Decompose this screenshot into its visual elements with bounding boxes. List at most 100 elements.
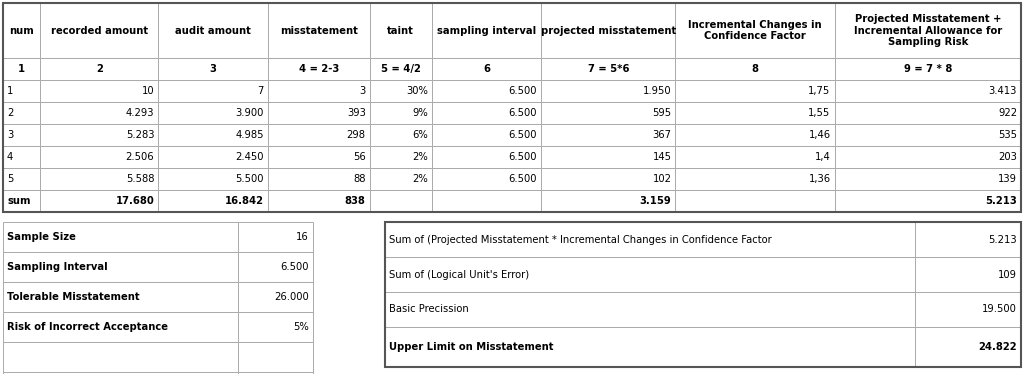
Bar [3, 58, 40, 80]
Text: 6.500: 6.500 [281, 262, 309, 272]
Text: 6.500: 6.500 [509, 108, 538, 118]
Text: 109: 109 [998, 270, 1017, 279]
Text: 30%: 30% [406, 86, 428, 96]
Text: Incremental Changes in
Confidence Factor: Incremental Changes in Confidence Factor [688, 20, 822, 41]
Bar [676, 3, 835, 58]
Text: 3.413: 3.413 [988, 86, 1017, 96]
Text: 9 = 7 * 8: 9 = 7 * 8 [903, 64, 952, 74]
Text: 5 = 4/2: 5 = 4/2 [381, 64, 421, 74]
Text: 595: 595 [652, 108, 672, 118]
Text: 367: 367 [652, 130, 672, 140]
Text: sum: sum [7, 196, 31, 206]
Text: 6.500: 6.500 [509, 86, 538, 96]
Bar [385, 222, 915, 257]
Text: 1: 1 [18, 64, 26, 74]
Bar [267, 3, 370, 58]
Bar [238, 252, 313, 282]
Text: num: num [9, 25, 34, 36]
Bar [3, 124, 40, 146]
Text: 535: 535 [998, 130, 1017, 140]
Text: 2%: 2% [412, 152, 428, 162]
Text: Projected Misstatement +
Incremental Allowance for
Sampling Risk: Projected Misstatement + Incremental All… [854, 14, 1001, 47]
Text: 5.588: 5.588 [126, 174, 155, 184]
Bar [267, 80, 370, 102]
Bar [40, 3, 159, 58]
Bar [835, 3, 1021, 58]
Bar [835, 146, 1021, 168]
Text: Sum of (Logical Unit's Error): Sum of (Logical Unit's Error) [389, 270, 529, 279]
Text: sampling interval: sampling interval [437, 25, 537, 36]
Text: Risk of Incorrect Acceptance: Risk of Incorrect Acceptance [7, 322, 168, 332]
Text: 5.213: 5.213 [988, 234, 1017, 245]
Bar [915, 292, 1021, 327]
Text: 1: 1 [7, 86, 13, 96]
Bar [3, 102, 40, 124]
Text: 6.500: 6.500 [509, 130, 538, 140]
Text: 145: 145 [652, 152, 672, 162]
Text: 3: 3 [210, 64, 216, 74]
Bar [238, 372, 313, 374]
Bar [3, 3, 1021, 212]
Bar [432, 58, 542, 80]
Bar [542, 190, 676, 212]
Text: 2: 2 [96, 64, 102, 74]
Text: Tolerable Misstatement: Tolerable Misstatement [7, 292, 139, 302]
Bar [159, 80, 267, 102]
Text: 2.506: 2.506 [126, 152, 155, 162]
Bar [915, 222, 1021, 257]
Text: 4.985: 4.985 [236, 130, 264, 140]
Text: 102: 102 [652, 174, 672, 184]
Text: 3: 3 [359, 86, 366, 96]
Text: 88: 88 [353, 174, 366, 184]
Bar [676, 168, 835, 190]
Bar [3, 282, 238, 312]
Bar [159, 102, 267, 124]
Bar [267, 190, 370, 212]
Bar [238, 312, 313, 342]
Text: 19.500: 19.500 [982, 304, 1017, 315]
Text: 203: 203 [998, 152, 1017, 162]
Text: 9%: 9% [412, 108, 428, 118]
Text: 3: 3 [7, 130, 13, 140]
Bar [676, 58, 835, 80]
Bar [835, 102, 1021, 124]
Text: 1,75: 1,75 [808, 86, 830, 96]
Bar [40, 80, 159, 102]
Bar [238, 342, 313, 372]
Bar [3, 190, 40, 212]
Text: 5.283: 5.283 [126, 130, 155, 140]
Bar [542, 3, 676, 58]
Bar [3, 222, 238, 252]
Bar [542, 80, 676, 102]
Text: 1,36: 1,36 [808, 174, 830, 184]
Bar [370, 124, 432, 146]
Bar [676, 190, 835, 212]
Bar [835, 80, 1021, 102]
Bar [267, 124, 370, 146]
Text: Sample Size: Sample Size [7, 232, 76, 242]
Bar [370, 102, 432, 124]
Bar [267, 102, 370, 124]
Bar [676, 124, 835, 146]
Text: 922: 922 [997, 108, 1017, 118]
Text: 56: 56 [353, 152, 366, 162]
Bar [159, 124, 267, 146]
Text: 5%: 5% [293, 322, 309, 332]
Text: recorded amount: recorded amount [51, 25, 147, 36]
Text: Basic Precission: Basic Precission [389, 304, 469, 315]
Text: projected misstatement: projected misstatement [541, 25, 676, 36]
Bar [915, 327, 1021, 367]
Text: 5.213: 5.213 [985, 196, 1017, 206]
Bar [3, 312, 238, 342]
Text: 4: 4 [7, 152, 13, 162]
Bar [835, 168, 1021, 190]
Text: Upper Limit on Misstatement: Upper Limit on Misstatement [389, 342, 554, 352]
Bar [40, 124, 159, 146]
Text: 838: 838 [345, 196, 366, 206]
Bar [159, 3, 267, 58]
Bar [370, 168, 432, 190]
Text: 17.680: 17.680 [116, 196, 155, 206]
Bar [3, 168, 40, 190]
Bar [370, 3, 432, 58]
Text: 4.293: 4.293 [126, 108, 155, 118]
